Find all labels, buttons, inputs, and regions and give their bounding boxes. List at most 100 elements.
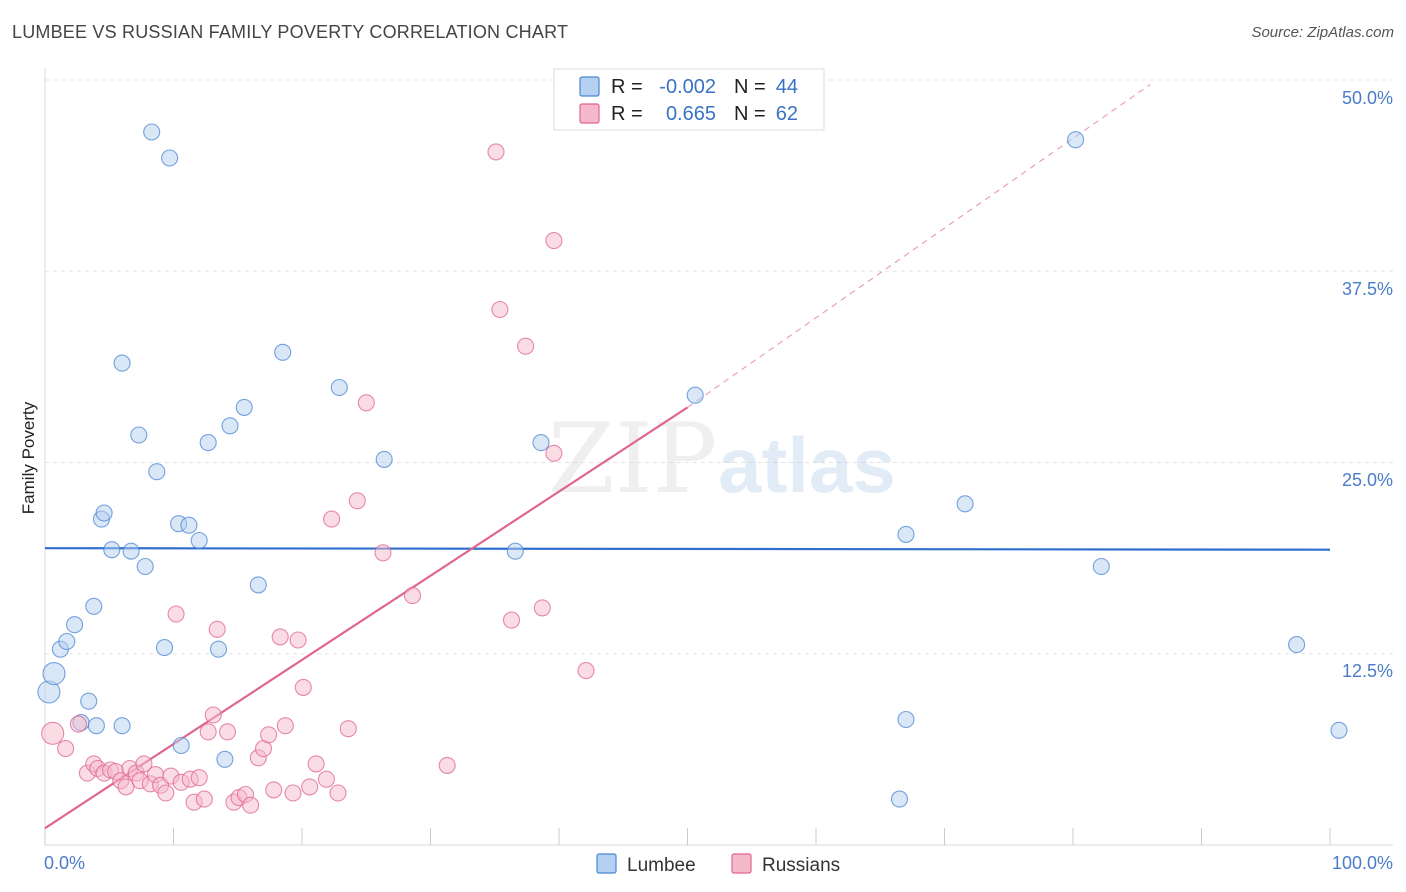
- russians-point: [517, 337, 535, 355]
- lumbee-point: [956, 495, 974, 513]
- lumbee-point: [85, 597, 103, 615]
- lumbee-point: [113, 717, 131, 735]
- russians-point: [260, 726, 278, 744]
- lumbee-point: [143, 123, 161, 141]
- lumbee-point: [506, 542, 524, 560]
- chart-title: LUMBEE VS RUSSIAN FAMILY POVERTY CORRELA…: [12, 22, 569, 42]
- russians-point: [545, 232, 563, 250]
- russians-point: [301, 778, 319, 796]
- y-tick-label: 25.0%: [1342, 470, 1393, 490]
- russians-point: [348, 492, 366, 510]
- watermark-atlas: atlas: [718, 421, 896, 509]
- lumbee-point: [274, 343, 292, 361]
- lumbee-point: [95, 504, 113, 522]
- russians-point: [357, 394, 375, 412]
- russians-point: [289, 631, 307, 649]
- russians-point: [195, 790, 213, 808]
- lumbee-point: [66, 616, 84, 634]
- lumbee-point: [375, 450, 393, 468]
- lumbee-point: [532, 434, 550, 452]
- russians-point: [339, 720, 357, 738]
- x-tick-label-min: 0.0%: [44, 853, 85, 873]
- russians-point: [487, 143, 505, 161]
- lumbee-point: [199, 434, 217, 452]
- russians-n-value: 62: [776, 103, 798, 125]
- russians-point: [403, 587, 422, 605]
- russians-point: [265, 781, 283, 799]
- y-tick-label: 12.5%: [1342, 661, 1393, 681]
- russians-point: [323, 510, 341, 528]
- legend-lumbee-label: Lumbee: [627, 855, 696, 876]
- y-axis-title: Family Poverty: [19, 401, 38, 514]
- russians-point: [157, 784, 175, 802]
- russians-point: [438, 756, 456, 774]
- lumbee-point: [1092, 557, 1110, 576]
- russians-point: [329, 784, 347, 802]
- trend-lines: [44, 84, 1331, 830]
- legend-lumbee-swatch: [596, 853, 617, 874]
- watermark-zip: ZIP: [548, 403, 717, 515]
- data-points: [37, 123, 1348, 814]
- russians-point: [294, 678, 312, 696]
- russians-point: [135, 755, 153, 773]
- lumbee-point: [87, 717, 105, 735]
- russians-point: [41, 721, 65, 745]
- lumbee-point: [80, 692, 98, 710]
- russians-point: [276, 717, 294, 735]
- lumbee-point: [1067, 131, 1085, 149]
- russians-r-value: 0.665: [666, 103, 716, 125]
- russians-n-label: N =: [734, 103, 766, 125]
- lumbee-point: [58, 632, 76, 651]
- lumbee-n-label: N =: [734, 76, 766, 98]
- lumbee-point: [249, 576, 267, 594]
- russians-point: [218, 723, 237, 741]
- lumbee-point: [897, 525, 915, 543]
- russians-point: [69, 715, 87, 733]
- russians-point: [242, 796, 260, 814]
- lumbee-point: [235, 398, 253, 416]
- source-note: Source: ZipAtlas.com: [1251, 24, 1394, 41]
- lumbee-point: [172, 736, 190, 755]
- lumbee-point: [155, 639, 174, 657]
- lumbee-swatch: [579, 76, 600, 97]
- legend-russians-swatch: [731, 853, 752, 874]
- lumbee-point: [103, 541, 121, 559]
- lumbee-r-label: R =: [611, 76, 643, 98]
- lumbee-r-value: -0.002: [659, 76, 716, 98]
- stats-legend: R = -0.002 N = 44 R = 0.665 N = 62: [553, 68, 825, 131]
- russians-point: [167, 605, 185, 623]
- lumbee-point: [897, 710, 915, 729]
- russians-point: [190, 769, 208, 787]
- axes: [44, 68, 1393, 846]
- grid-lines: [45, 79, 1393, 655]
- russians-point: [117, 778, 135, 796]
- russians-point: [533, 599, 551, 617]
- russians-point: [307, 755, 325, 773]
- russians-trend-line: [44, 406, 689, 830]
- lumbee-point: [180, 516, 198, 534]
- lumbee-point: [209, 640, 228, 658]
- russians-point: [284, 784, 302, 802]
- lumbee-point: [130, 426, 148, 444]
- legend-russians-label: Russians: [762, 855, 840, 876]
- lumbee-point: [1330, 721, 1348, 739]
- russians-r-label: R =: [611, 103, 643, 125]
- russians-point: [317, 770, 335, 788]
- russians-point: [204, 706, 222, 724]
- lumbee-point: [216, 750, 234, 768]
- russians-point: [374, 544, 392, 562]
- lumbee-point: [42, 662, 66, 686]
- russians-point: [271, 628, 289, 646]
- lumbee-point: [113, 354, 131, 372]
- lumbee-point: [161, 149, 179, 167]
- lumbee-point: [330, 378, 348, 397]
- russians-point: [502, 611, 521, 629]
- series-legend: Lumbee Russians: [596, 853, 840, 876]
- lumbee-point: [122, 542, 140, 560]
- lumbee-point: [1288, 636, 1306, 654]
- russians-swatch: [579, 103, 600, 124]
- lumbee-point: [686, 386, 704, 404]
- lumbee-point: [136, 557, 154, 576]
- russians-point: [545, 444, 563, 462]
